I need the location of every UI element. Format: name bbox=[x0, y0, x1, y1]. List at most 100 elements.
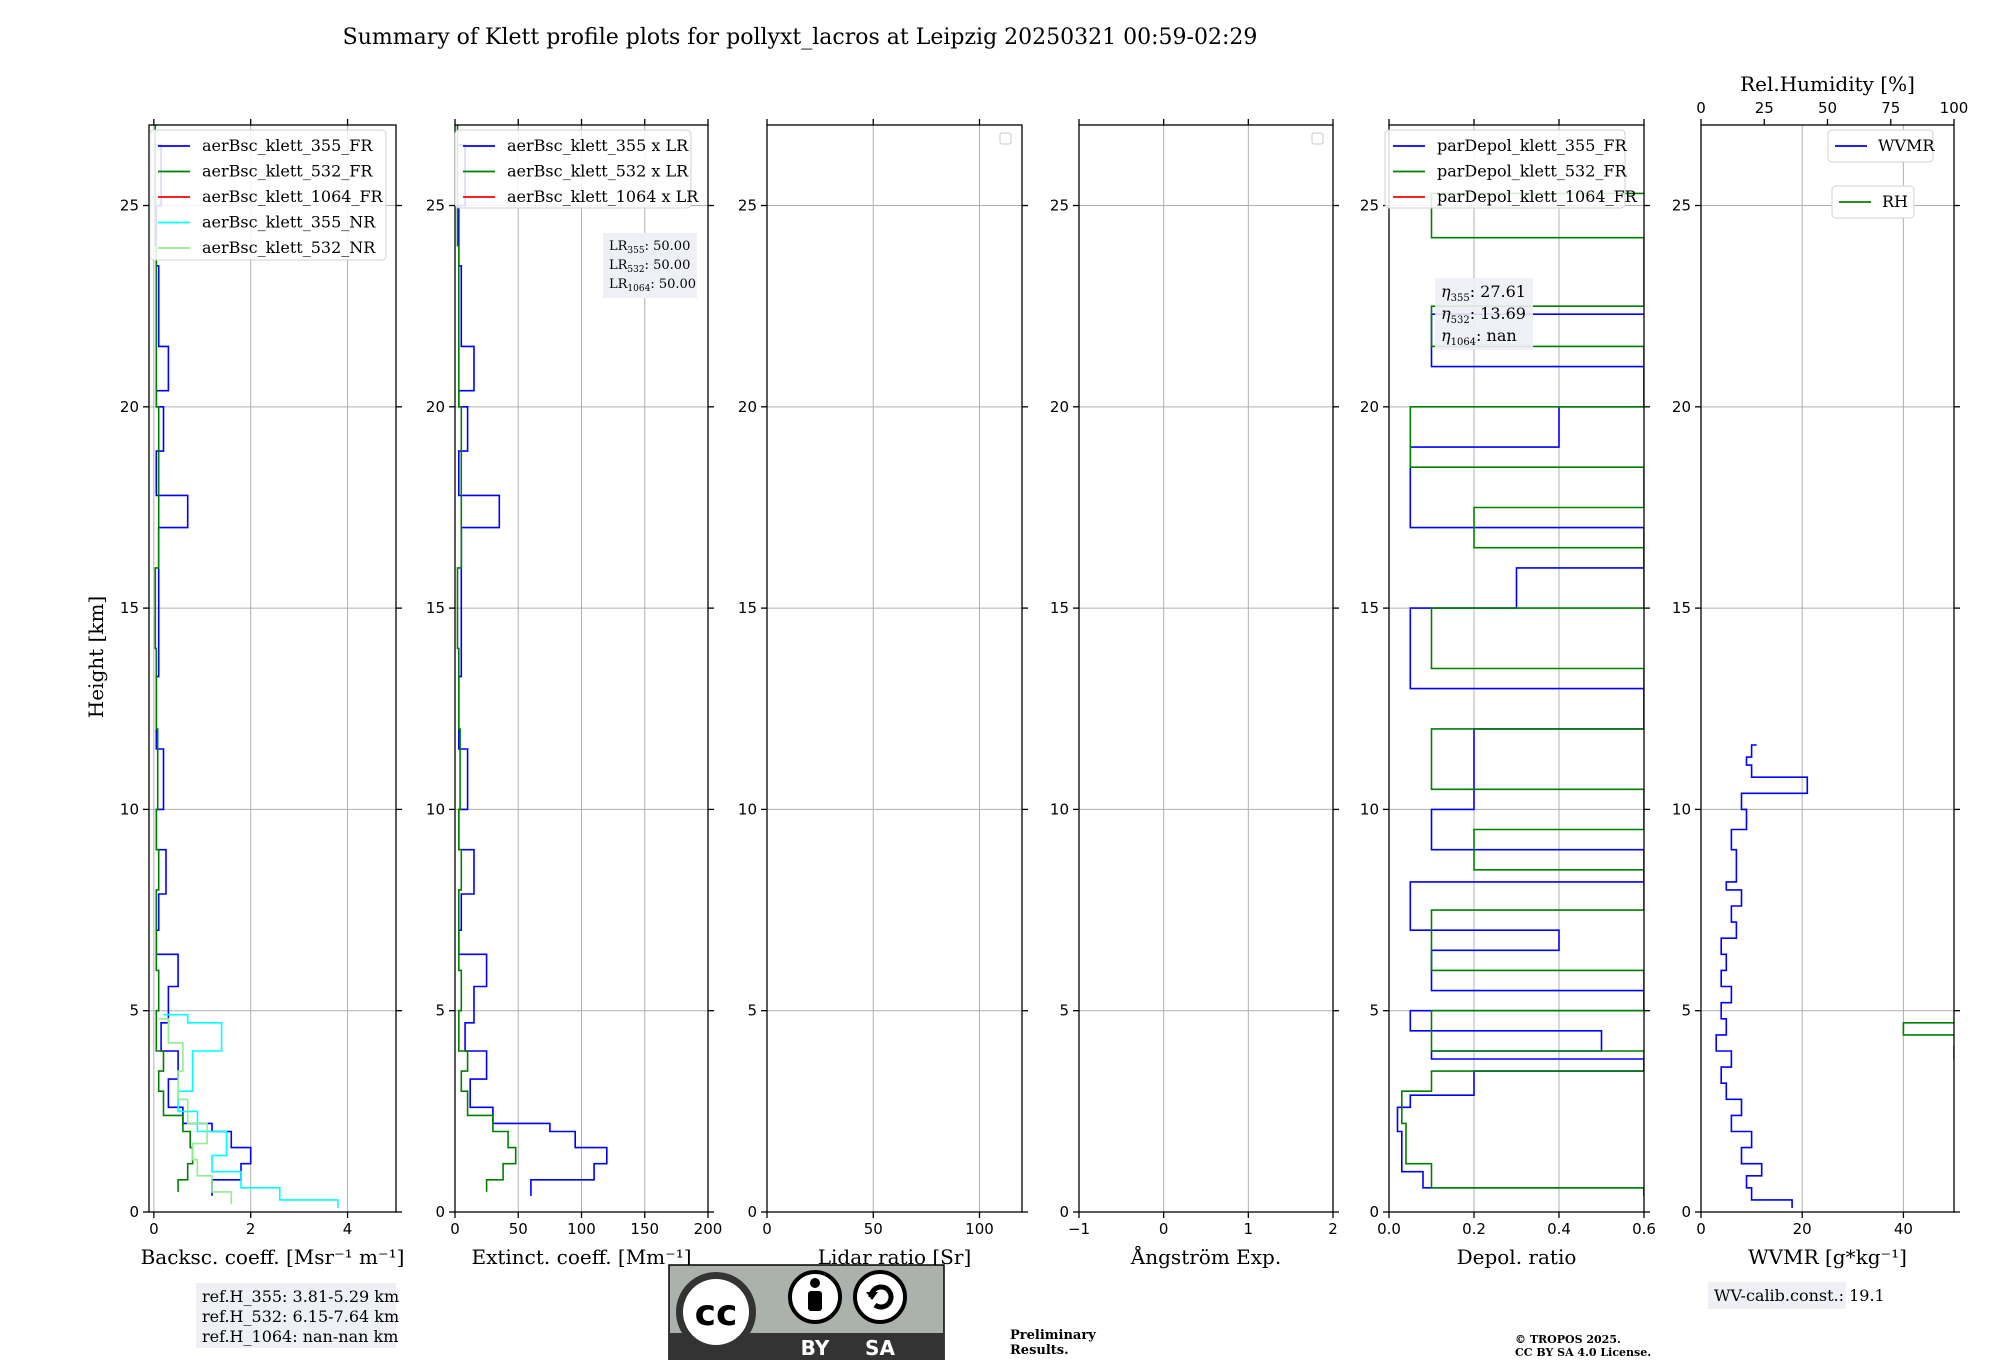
preliminary-note-line1: Preliminary bbox=[1010, 1328, 1096, 1343]
x-tick-label: 0.0 bbox=[1377, 1220, 1401, 1238]
x-tick-label: −1 bbox=[1068, 1220, 1090, 1238]
y-tick-label: 0 bbox=[1059, 1203, 1069, 1221]
legend-frame bbox=[454, 129, 692, 209]
x2-tick-label: 100 bbox=[1940, 99, 1969, 117]
series-line-RH bbox=[1902, 1021, 1954, 1060]
plot-frame bbox=[1388, 124, 1645, 1213]
y-tick-label: 20 bbox=[738, 398, 757, 416]
y-tick-label: 5 bbox=[1681, 1002, 1691, 1020]
figure-title: Summary of Klett profile plots for polly… bbox=[343, 25, 1258, 50]
eta-annotation: η1064: nan bbox=[1441, 326, 1517, 348]
y-tick-label: 25 bbox=[1672, 197, 1691, 215]
y-tick-label: 10 bbox=[1360, 800, 1379, 818]
legend-label: aerBsc_klett_355 x LR bbox=[507, 136, 689, 155]
x-tick-label: 20 bbox=[1793, 1220, 1812, 1238]
x-axis-label: Depol. ratio bbox=[1457, 1245, 1577, 1269]
y-tick-label: 25 bbox=[738, 197, 757, 215]
series-line-aerBsc_klett_355_NR bbox=[163, 1013, 339, 1208]
y-tick-label: 20 bbox=[1050, 398, 1069, 416]
y-tick-label: 5 bbox=[747, 1002, 757, 1020]
y-tick-label: 5 bbox=[129, 1002, 139, 1020]
series-line-aerBsc_klett_355 x LR bbox=[457, 144, 608, 1196]
annotation-box bbox=[603, 233, 697, 298]
x-tick-label: 2 bbox=[1328, 1220, 1338, 1238]
ref-height-355: ref.H_355: 3.81-5.29 km bbox=[202, 1287, 399, 1306]
legend-label: aerBsc_klett_532_FR bbox=[202, 162, 373, 181]
x-tick-label: 0 bbox=[762, 1220, 772, 1238]
y-tick-label: 10 bbox=[120, 800, 139, 818]
x2-tick-label: 25 bbox=[1755, 99, 1774, 117]
y-tick-label: 20 bbox=[426, 398, 445, 416]
panel-1: 0 5 10 15 20 25 0 2 4 Backsc. coeff. [Msr⁻¹ m⁻¹] a… bbox=[120, 119, 404, 1269]
lr-annotation: LR355: 50.00 bbox=[609, 239, 690, 256]
y-tick-label: 10 bbox=[1050, 800, 1069, 818]
legend-frame bbox=[1827, 129, 1934, 163]
x-tick-label: 100 bbox=[965, 1220, 994, 1238]
plot-frame bbox=[766, 124, 1023, 1213]
x2-axis-label: Rel.Humidity [%] bbox=[1740, 72, 1915, 96]
cc-by-sa-logo: cc BY SA bbox=[668, 1264, 945, 1360]
x2-tick-label: 75 bbox=[1881, 99, 1900, 117]
y-axis-label: Height [km] bbox=[84, 596, 108, 718]
eta-annotation: η355: 27.61 bbox=[1441, 282, 1526, 304]
legend-label: parDepol_klett_532_FR bbox=[1437, 162, 1628, 181]
series-line-parDepol_klett_532_FR bbox=[1401, 192, 1644, 1196]
y-tick-label: 15 bbox=[738, 599, 757, 617]
y-tick-label: 5 bbox=[1369, 1002, 1379, 1020]
y-tick-label: 15 bbox=[1672, 599, 1691, 617]
y-tick-label: 0 bbox=[435, 1203, 445, 1221]
preliminary-note-line2: Results. bbox=[1010, 1343, 1069, 1358]
y-tick-label: 0 bbox=[1369, 1203, 1379, 1221]
x-tick-label: 0 bbox=[149, 1220, 159, 1238]
x-axis-label: WVMR [g*kg⁻¹] bbox=[1748, 1245, 1907, 1269]
series-line-WVMR bbox=[1715, 744, 1809, 1208]
x-tick-label: 0.6 bbox=[1632, 1220, 1656, 1238]
legend-label: RH bbox=[1882, 192, 1908, 211]
y-tick-label: 25 bbox=[1050, 197, 1069, 215]
series-line-aerBsc_klett_532_NR bbox=[158, 1017, 233, 1204]
lidar-ratio-annotation: LR355: 50.00 LR532: 50.00 LR1064: 50.00 bbox=[603, 233, 697, 298]
y-tick-label: 0 bbox=[1681, 1203, 1691, 1221]
legend-label: parDepol_klett_355_FR bbox=[1437, 136, 1628, 155]
plot-frame bbox=[1700, 124, 1955, 1213]
cc-by-label: BY bbox=[801, 1336, 830, 1360]
cc-sa-label: SA bbox=[865, 1336, 895, 1360]
y-tick-label: 5 bbox=[435, 1002, 445, 1020]
x-axis-label: Backsc. coeff. [Msr⁻¹ m⁻¹] bbox=[141, 1245, 405, 1269]
annotation-box bbox=[1708, 1282, 1846, 1309]
legend: aerBsc_klett_355 x LR aerBsc_klett_532 x … bbox=[454, 129, 699, 209]
y-tick-label: 10 bbox=[738, 800, 757, 818]
series-group bbox=[1396, 192, 1644, 1196]
x-tick-label: 0.2 bbox=[1462, 1220, 1486, 1238]
copyright-line1: © TROPOS 2025. bbox=[1515, 1333, 1621, 1346]
x-tick-label: 50 bbox=[509, 1220, 528, 1238]
plot-frame bbox=[148, 124, 397, 1213]
series-line-aerBsc_klett_532_FR bbox=[154, 125, 194, 1192]
lr-annotation: LR1064: 50.00 bbox=[609, 277, 696, 294]
legend-rh: RH bbox=[1831, 185, 1915, 219]
y-tick-label: 15 bbox=[120, 599, 139, 617]
cc-mark-text: cc bbox=[695, 1293, 738, 1334]
y-tick-label: 20 bbox=[1672, 398, 1691, 416]
x-tick-label: 0 bbox=[1696, 1220, 1706, 1238]
y-tick-label: 20 bbox=[1360, 398, 1379, 416]
legend-label: aerBsc_klett_532_NR bbox=[202, 238, 376, 257]
x-tick-label: 4 bbox=[343, 1220, 353, 1238]
y-tick-label: 0 bbox=[129, 1203, 139, 1221]
wv-calib-annotation: WV-calib.const.: 19.1 bbox=[1708, 1282, 1885, 1309]
y-tick-label: 15 bbox=[426, 599, 445, 617]
legend-frame bbox=[1384, 129, 1626, 209]
legend-label: aerBsc_klett_1064 x LR bbox=[507, 187, 699, 206]
x-tick-label: 1 bbox=[1244, 1220, 1254, 1238]
legend-frame bbox=[1831, 185, 1915, 219]
x-tick-label: 40 bbox=[1894, 1220, 1913, 1238]
legend-wvmr: WVMR bbox=[1827, 129, 1935, 163]
panel-6: 0 5 10 15 20 25 0 20 40 0 25 50 75 100 Rel.Humidity [%… bbox=[1672, 72, 1969, 1309]
series-group bbox=[154, 125, 339, 1208]
ref-height-532: ref.H_532: 6.15-7.64 km bbox=[202, 1307, 399, 1326]
y-tick-label: 0 bbox=[747, 1203, 757, 1221]
plot-frame bbox=[454, 124, 709, 1213]
